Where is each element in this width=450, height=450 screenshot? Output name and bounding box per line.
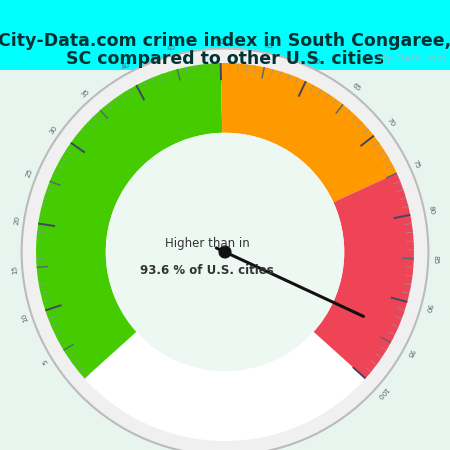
Circle shape	[22, 49, 428, 450]
Text: Higher than in: Higher than in	[165, 237, 249, 249]
Text: 30: 30	[48, 125, 58, 136]
Text: 80: 80	[428, 206, 435, 216]
Text: 70: 70	[386, 117, 396, 128]
Text: 93.6 % of U.S. cities: 93.6 % of U.S. cities	[140, 264, 274, 276]
Text: 10: 10	[20, 312, 29, 322]
Text: 50: 50	[216, 38, 225, 45]
Text: 40: 40	[121, 61, 131, 71]
Text: 45: 45	[166, 44, 177, 52]
Text: 85: 85	[432, 255, 439, 264]
Text: 100: 100	[375, 386, 388, 400]
Circle shape	[36, 63, 414, 441]
Text: 55: 55	[264, 42, 274, 50]
Bar	[0, 70, 450, 450]
Text: 35: 35	[81, 89, 91, 99]
Text: 75: 75	[412, 159, 421, 170]
Text: City-Data.com crime index in South Congaree,: City-Data.com crime index in South Conga…	[0, 32, 450, 50]
Text: 20: 20	[13, 215, 20, 225]
Wedge shape	[36, 63, 222, 378]
Text: 5: 5	[41, 358, 49, 365]
Wedge shape	[220, 63, 397, 202]
Wedge shape	[314, 173, 414, 378]
Text: City-Data.com: City-Data.com	[369, 54, 446, 63]
Circle shape	[106, 133, 344, 371]
Text: 90: 90	[424, 302, 432, 313]
Text: SC compared to other U.S. cities: SC compared to other U.S. cities	[66, 50, 384, 68]
Text: 95: 95	[405, 347, 414, 359]
Circle shape	[219, 246, 231, 258]
Text: 60: 60	[310, 57, 320, 66]
Bar	[0, 0, 450, 70]
Text: 25: 25	[25, 168, 34, 179]
Text: 65: 65	[351, 82, 362, 93]
Text: 15: 15	[12, 264, 18, 274]
